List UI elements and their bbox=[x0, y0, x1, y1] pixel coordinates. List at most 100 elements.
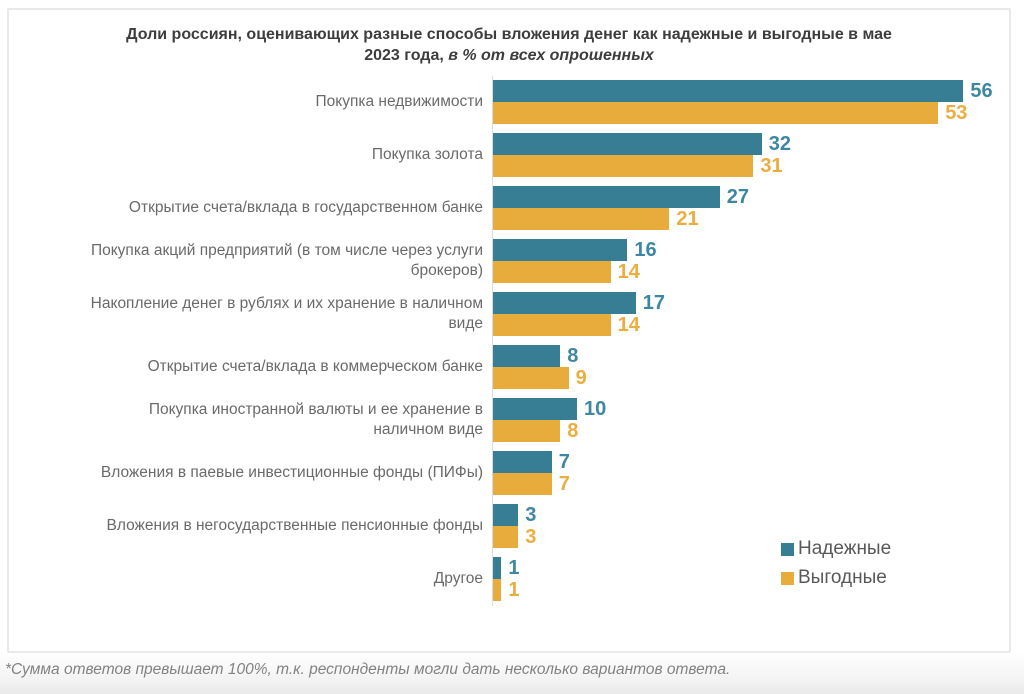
bar-profitable bbox=[493, 526, 519, 549]
bar-profitable bbox=[493, 473, 552, 496]
chart-row: Открытие счета/вклада в коммерческом бан… bbox=[9, 340, 1009, 394]
chart-row: Покупка акций предприятий (в том числе ч… bbox=[9, 234, 1009, 288]
bar-profitable bbox=[493, 208, 670, 231]
bar-line-reliable: 3 bbox=[493, 504, 1009, 527]
bar-line-profitable: 53 bbox=[493, 102, 1009, 125]
bar-reliable bbox=[493, 133, 762, 156]
bar-reliable bbox=[493, 345, 561, 368]
bar-profitable bbox=[493, 102, 939, 125]
value-label-profitable: 21 bbox=[676, 208, 699, 231]
bar-line-profitable: 7 bbox=[493, 473, 1009, 496]
value-label-profitable: 53 bbox=[945, 102, 968, 125]
legend-label-profitable: Выгодные bbox=[798, 567, 887, 588]
bar-line-profitable: 14 bbox=[493, 261, 1009, 284]
legend-swatch-reliable-icon bbox=[781, 542, 794, 556]
bar-reliable bbox=[493, 239, 628, 262]
bar-line-profitable: 1 bbox=[493, 579, 1009, 602]
category-label: Покупка акций предприятий (в том числе ч… bbox=[90, 242, 483, 280]
category-label: Вложения в негосударственные пенсионные … bbox=[106, 517, 483, 535]
value-label-profitable: 7 bbox=[558, 473, 570, 496]
chart-footnote: *Сумма ответов превышает 100%, т.к. респ… bbox=[5, 661, 731, 678]
chart-row: Накопление денег в рублях и их хранение … bbox=[9, 287, 1009, 341]
bar-line-reliable: 1 bbox=[493, 557, 1009, 580]
bar-group: 56 53 bbox=[492, 75, 1009, 129]
value-label-reliable: 3 bbox=[525, 504, 537, 527]
bar-line-reliable: 17 bbox=[493, 292, 1009, 315]
bar-reliable bbox=[493, 504, 519, 527]
value-label-profitable: 14 bbox=[617, 261, 640, 284]
bar-line-reliable: 16 bbox=[493, 239, 1009, 262]
legend-swatch-profitable-icon bbox=[781, 571, 794, 585]
bar-group: 32 31 bbox=[492, 128, 1009, 182]
category-label: Вложения в паевые инвестиционные фонды (… bbox=[100, 464, 483, 482]
category-label: Накопление денег в рублях и их хранение … bbox=[90, 295, 483, 333]
bar-line-profitable: 3 bbox=[493, 526, 1009, 549]
category-label: Открытие счета/вклада в государственном … bbox=[128, 199, 483, 217]
chart-title: Доли россиян, оценивающих разные способы… bbox=[119, 24, 899, 67]
bar-line-profitable: 8 bbox=[493, 420, 1009, 443]
chart-row: Открытие счета/вклада в государственном … bbox=[9, 181, 1009, 235]
chart-title-subtitle: в % от всех опрошенных bbox=[448, 47, 654, 65]
bar-line-reliable: 32 bbox=[493, 133, 1009, 156]
bar-profitable bbox=[493, 579, 502, 602]
value-label-profitable: 8 bbox=[567, 420, 579, 443]
value-label-profitable: 3 bbox=[525, 526, 537, 549]
bar-group: 17 14 bbox=[492, 287, 1009, 341]
value-label-reliable: 7 bbox=[558, 451, 570, 474]
bar-line-reliable: 56 bbox=[493, 80, 1009, 103]
bar-profitable bbox=[493, 314, 611, 337]
value-label-reliable: 16 bbox=[634, 239, 657, 262]
bar-reliable bbox=[493, 186, 720, 209]
bar-profitable bbox=[493, 261, 611, 284]
chart-title-main: Доли россиян, оценивающих разные способы… bbox=[126, 26, 892, 65]
bar-line-reliable: 27 bbox=[493, 186, 1009, 209]
chart-plot-area: Покупка недвижимости 56 53 Покупка золота 32… bbox=[9, 75, 1009, 606]
bar-group: 10 8 bbox=[492, 393, 1009, 447]
bar-group: 27 21 bbox=[492, 181, 1009, 235]
chart-row: Вложения в паевые инвестиционные фонды (… bbox=[9, 446, 1009, 500]
bar-line-profitable: 31 bbox=[493, 155, 1009, 178]
bar-reliable bbox=[493, 557, 502, 580]
bar-line-profitable: 9 bbox=[493, 367, 1009, 390]
bar-line-profitable: 14 bbox=[493, 314, 1009, 337]
value-label-reliable: 1 bbox=[508, 557, 520, 580]
chart-row: Другое 1 1 bbox=[9, 552, 1009, 606]
value-label-reliable: 56 bbox=[970, 80, 993, 103]
value-label-reliable: 27 bbox=[726, 186, 750, 209]
bar-line-reliable: 10 bbox=[493, 398, 1009, 421]
bar-group: 16 14 bbox=[492, 234, 1009, 288]
bar-profitable bbox=[493, 420, 561, 443]
category-label: Другое bbox=[433, 570, 483, 588]
bar-reliable bbox=[493, 292, 636, 315]
category-label: Покупка золота bbox=[371, 146, 483, 164]
value-label-reliable: 32 bbox=[768, 133, 792, 156]
value-label-profitable: 14 bbox=[617, 314, 640, 337]
legend-label-reliable: Надежные bbox=[798, 538, 892, 559]
bar-reliable bbox=[493, 398, 577, 421]
category-label: Открытие счета/вклада в коммерческом бан… bbox=[147, 358, 483, 376]
bar-reliable bbox=[493, 80, 964, 103]
chart-row: Вложения в негосударственные пенсионные … bbox=[9, 499, 1009, 553]
bar-line-reliable: 8 bbox=[493, 345, 1009, 368]
bar-line-reliable: 7 bbox=[493, 451, 1009, 474]
value-label-reliable: 8 bbox=[567, 345, 579, 368]
legend-item-profitable: Выгодные bbox=[781, 567, 891, 589]
chart-container: Доли россиян, оценивающих разные способы… bbox=[7, 8, 1011, 653]
value-label-profitable: 31 bbox=[760, 155, 783, 178]
bar-profitable bbox=[493, 367, 569, 390]
chart-row: Покупка недвижимости 56 53 bbox=[9, 75, 1009, 129]
category-label: Покупка иностранной валюты и ее хранение… bbox=[148, 401, 483, 439]
chart-row: Покупка золота 32 31 bbox=[9, 128, 1009, 182]
bar-reliable bbox=[493, 451, 552, 474]
chart-legend: Надежные Выгодные bbox=[781, 538, 891, 596]
value-label-reliable: 10 bbox=[584, 398, 607, 421]
value-label-profitable: 9 bbox=[575, 367, 587, 390]
category-label: Покупка недвижимости bbox=[315, 93, 484, 111]
bar-profitable bbox=[493, 155, 754, 178]
legend-item-reliable: Надежные bbox=[781, 538, 891, 560]
bar-line-profitable: 21 bbox=[493, 208, 1009, 231]
